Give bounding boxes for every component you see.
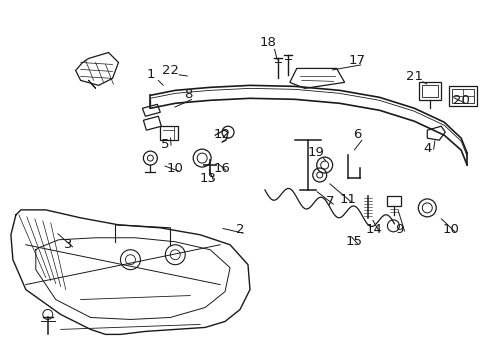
Text: 7: 7 [325,195,333,208]
Text: 6: 6 [353,128,361,141]
Text: 13: 13 [199,171,216,185]
Text: 4: 4 [422,141,430,155]
Text: 11: 11 [338,193,355,206]
Text: 18: 18 [259,36,276,49]
Text: 22: 22 [162,64,179,77]
Text: 1: 1 [146,68,154,81]
Text: 15: 15 [345,235,361,248]
Text: 20: 20 [452,94,468,107]
Bar [422,85,437,97]
Bar [451,89,473,103]
Text: 10: 10 [442,223,459,236]
Text: 5: 5 [161,138,169,150]
Text: 8: 8 [183,88,192,101]
Text: 16: 16 [213,162,230,175]
Text: 12: 12 [213,128,230,141]
Text: 14: 14 [366,223,382,236]
Text: 17: 17 [348,54,366,67]
Text: 21: 21 [405,70,422,83]
Text: 10: 10 [166,162,183,175]
Text: 3: 3 [64,238,73,251]
Text: 2: 2 [235,223,244,236]
Text: 19: 19 [306,145,324,159]
Text: 9: 9 [394,223,403,236]
